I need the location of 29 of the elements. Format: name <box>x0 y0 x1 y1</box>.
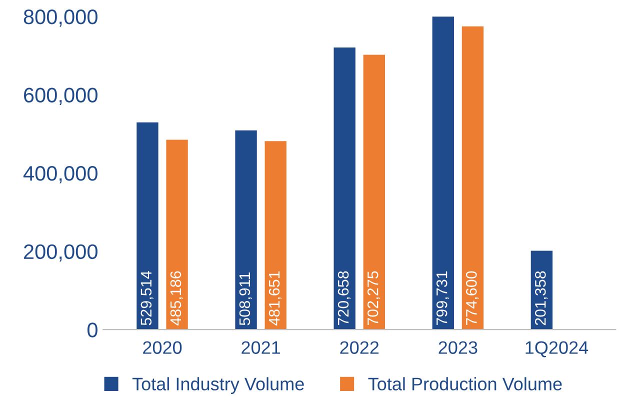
y-tick-label: 400,000 <box>23 166 98 184</box>
x-tick-label: 2021 <box>242 341 280 354</box>
data-label: 201,358 <box>534 271 548 326</box>
data-label: 774,600 <box>466 271 479 326</box>
bar <box>334 48 356 330</box>
bar <box>136 122 158 330</box>
y-tick-label: 0 <box>87 322 98 338</box>
data-label: 481,651 <box>268 271 282 326</box>
bar <box>166 140 188 330</box>
bar <box>264 141 286 330</box>
y-tick-label: 600,000 <box>24 88 98 105</box>
bar <box>432 16 454 330</box>
data-label: 508,911 <box>239 272 252 326</box>
legend-label: Total Industry Volume <box>132 377 304 394</box>
data-label: 485,186 <box>170 271 183 326</box>
data-label: 720,658 <box>338 271 350 326</box>
data-label: 799,731 <box>436 271 450 326</box>
x-tick-label: 2023 <box>438 341 478 354</box>
x-tick-label: 2020 <box>143 341 182 354</box>
bar <box>363 54 385 330</box>
legend-label: Total Production Volume <box>368 377 562 390</box>
y-tick-label: 800,000 <box>24 9 98 27</box>
data-label: 702,275 <box>367 271 380 326</box>
bar <box>462 26 484 330</box>
data-label: 529,514 <box>140 271 154 326</box>
x-tick-label: 1Q2024 <box>526 341 588 358</box>
bar <box>235 130 257 330</box>
x-tick-label: 2022 <box>340 341 379 354</box>
y-tick-label: 200,000 <box>24 244 98 262</box>
